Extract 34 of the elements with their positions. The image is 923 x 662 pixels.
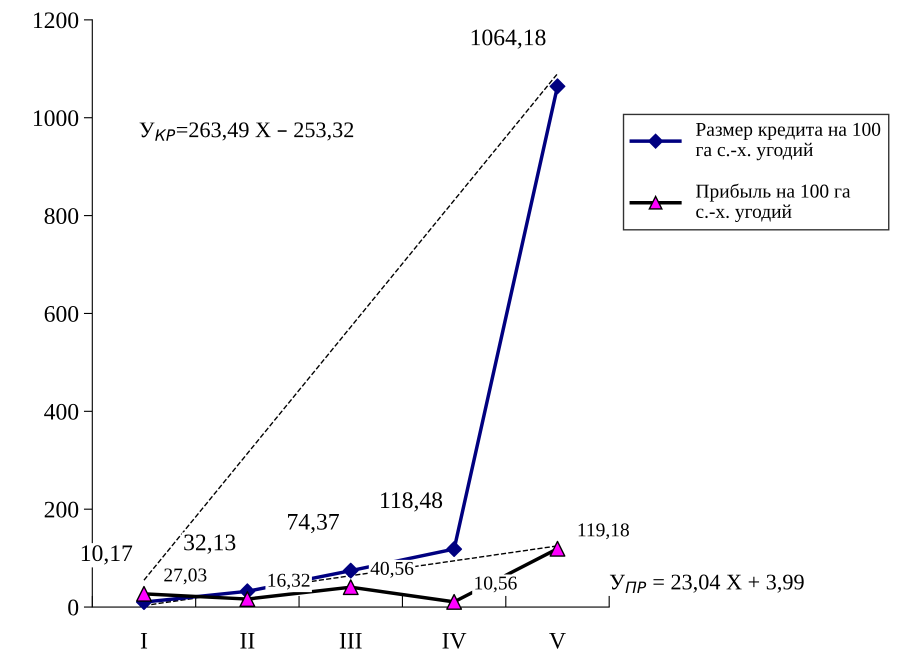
y-tick-label: 600	[44, 306, 78, 322]
data-label: 10,56	[475, 576, 517, 592]
data-label: 118,48	[381, 492, 442, 512]
data-label: 32,13	[184, 534, 236, 554]
y-tick-label: 1200	[34, 12, 78, 28]
x-tick-label: IV	[442, 632, 466, 649]
data-label: 119,18	[578, 523, 629, 540]
x-tick-label: III	[340, 632, 362, 648]
y-tick-label: 1000	[34, 110, 78, 126]
annotation: У$_{КР}$=263,49 Х – 253,32	[140, 122, 354, 141]
y-tick-label: 400	[44, 404, 78, 420]
data-label: 27,03	[164, 568, 206, 584]
point	[342, 579, 359, 596]
data-label: 74,37	[288, 514, 339, 534]
y-tick-label: 800	[44, 208, 78, 224]
data-label: 1064,18	[472, 29, 546, 49]
data-label: 16,32	[268, 574, 310, 590]
point	[446, 594, 462, 610]
x-tick-label: I	[140, 632, 148, 648]
data-label: 10,17	[82, 545, 132, 565]
x-tick-label: V	[549, 632, 566, 649]
point	[446, 541, 462, 558]
point	[239, 591, 256, 608]
point	[136, 586, 152, 602]
legend-label: Размер кредита на 100 га с.-х. угодий	[696, 122, 880, 160]
x-tick-label: II	[240, 632, 254, 648]
point	[550, 540, 566, 557]
legend-label: Прибыль на 100 га с.-х. угодий	[696, 184, 850, 222]
text: У$_{ПР}$ = 23,04 Х + 3,99	[610, 574, 804, 593]
point	[342, 562, 359, 579]
point	[550, 78, 566, 94]
y-tick-label: 200	[44, 502, 78, 518]
y-tick-label: 0	[68, 600, 78, 616]
data-label: 40,56	[370, 562, 414, 578]
